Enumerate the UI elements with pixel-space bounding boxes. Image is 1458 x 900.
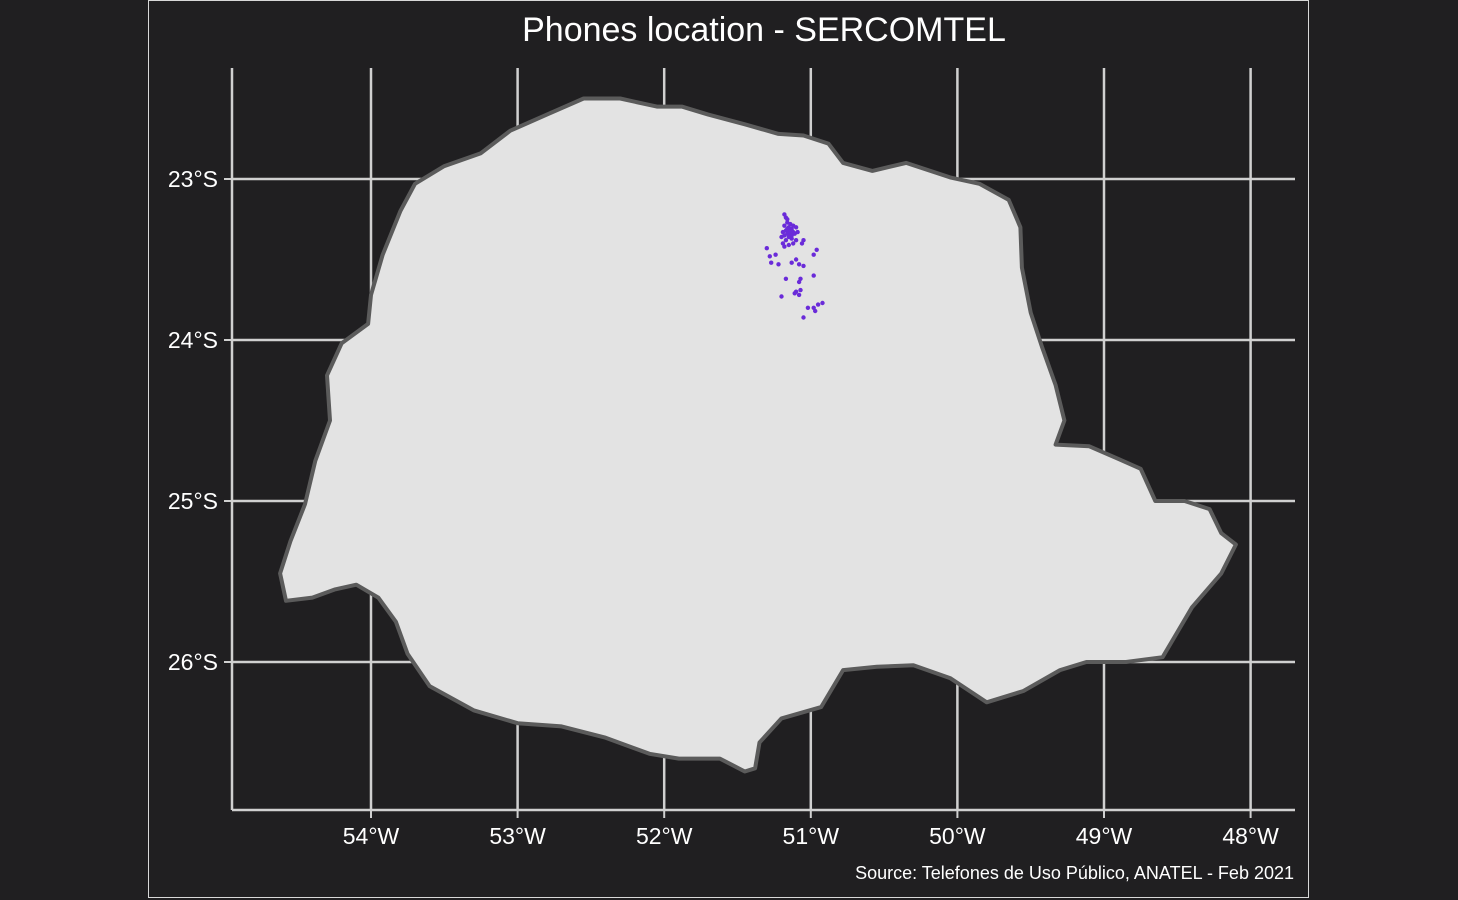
- phone-point: [813, 308, 818, 314]
- phone-point: [791, 241, 796, 246]
- phone-point: [801, 315, 806, 320]
- state-outline: [278, 96, 1238, 774]
- phone-point: [788, 229, 793, 235]
- y-tick-label: 24°S: [168, 327, 218, 353]
- phone-point: [798, 276, 803, 281]
- phone-point: [789, 236, 794, 241]
- phone-point: [785, 226, 790, 232]
- phone-point: [792, 291, 797, 296]
- phone-point: [776, 262, 781, 267]
- x-tick-label: 50°W: [929, 823, 986, 849]
- source-caption: Source: Telefones de Uso Público, ANATEL…: [855, 863, 1294, 883]
- phone-point: [767, 254, 772, 259]
- phone-point: [801, 263, 806, 269]
- phone-point: [805, 305, 811, 310]
- phone-point: [798, 287, 803, 293]
- phone-point: [782, 244, 787, 249]
- phone-point: [795, 229, 800, 235]
- x-tick-label: 54°W: [343, 823, 400, 849]
- phone-point: [779, 294, 784, 299]
- phone-point: [789, 260, 794, 265]
- phone-point: [811, 273, 816, 278]
- phone-point: [789, 233, 794, 238]
- x-tick-label: 53°W: [489, 823, 546, 849]
- y-tick-label: 26°S: [168, 649, 218, 675]
- phone-point: [783, 276, 789, 281]
- phone-point: [764, 246, 769, 251]
- phone-point: [783, 238, 789, 243]
- phone-point: [799, 241, 805, 246]
- phone-point: [780, 229, 786, 235]
- x-tick-label: 52°W: [636, 823, 693, 849]
- phone-point: [815, 302, 821, 307]
- phone-point: [814, 247, 819, 252]
- phone-point: [782, 223, 787, 228]
- x-tick-label: 51°W: [783, 823, 840, 849]
- tick-labels: 54°W 53°W 52°W 51°W 50°W 49°W 48°W 23°S 24°S 25°S…: [168, 166, 1279, 849]
- phone-point: [793, 257, 799, 262]
- phone-point: [782, 212, 787, 217]
- x-tick-label: 49°W: [1076, 823, 1133, 849]
- phone-point: [785, 217, 790, 222]
- phone-point: [793, 238, 799, 243]
- y-tick-label: 23°S: [168, 166, 218, 192]
- phone-point: [779, 234, 784, 240]
- phone-point: [773, 252, 778, 257]
- phone-point: [769, 260, 774, 265]
- axes: [230, 68, 1295, 812]
- plot-frame: [148, 0, 1309, 898]
- phone-point: [820, 300, 825, 306]
- map-title: Phones location - SERCOMTEL: [522, 11, 1006, 49]
- y-tick-label: 25°S: [168, 488, 218, 514]
- phone-points: [764, 212, 825, 320]
- phone-point: [811, 252, 816, 257]
- phone-point: [786, 242, 791, 248]
- x-tick-label: 48°W: [1222, 823, 1279, 849]
- phone-point: [796, 262, 802, 267]
- phone-point: [796, 292, 802, 298]
- phone-point: [793, 225, 799, 230]
